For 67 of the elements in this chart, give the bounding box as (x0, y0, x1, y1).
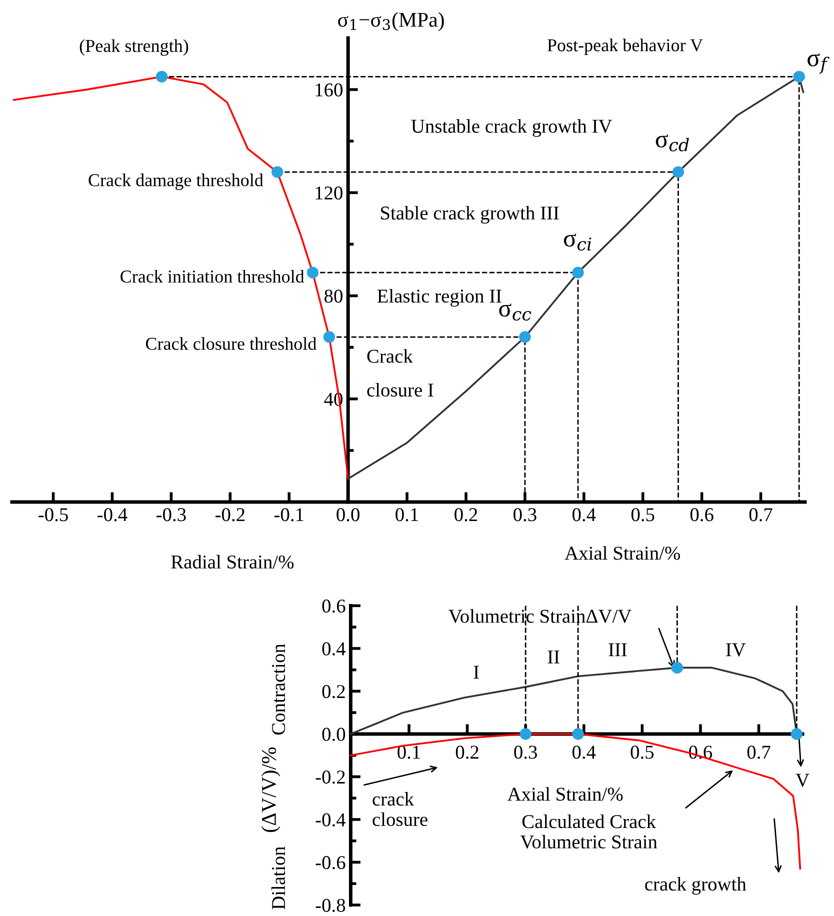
annotation: Crack initiation threshold (120, 270, 304, 283)
x-tick-label: 0.7 (749, 508, 772, 522)
y-tick-label: -0.6 (316, 856, 346, 870)
point (306, 266, 319, 278)
x-tick-label: 0.2 (456, 746, 478, 759)
text: Contraction (272, 644, 286, 735)
annotation: V (796, 774, 810, 787)
x-axis-title: Axial Strain/% (507, 787, 623, 801)
annotation: σ$_{cd}$ (656, 134, 689, 152)
x-tick-label: 0.4 (572, 746, 596, 759)
point (519, 331, 531, 343)
x-tick-label: 0.7 (747, 746, 770, 759)
annotation: Crack damage threshold (88, 174, 264, 190)
annotation: Crack closure threshold (146, 337, 316, 350)
annotation: Volumetric StrainΔV/V (448, 609, 632, 623)
x-tick-label: -0.4 (98, 508, 128, 522)
annotation: crack closure (372, 792, 428, 826)
y-axis-title: σ$_{1}$−σ$_{3}$(MPa) (338, 12, 444, 32)
annotation: Stable crack growth III (380, 206, 559, 224)
annotation: Calculated Crack Volumetric Strain (520, 814, 658, 849)
x-tick-label: -0.5 (38, 508, 68, 522)
x-tick-label: -0.1 (274, 508, 304, 522)
y-tick-label: 0.2 (322, 685, 345, 698)
x-axis-title: Radial Strain/% (171, 554, 294, 569)
y-tick-label: 160 (316, 83, 342, 96)
annotation: Post-peak behavior V (547, 38, 703, 56)
point (793, 70, 805, 83)
x-tick-label: 0.5 (631, 508, 654, 522)
y-tick-label: 0.4 (322, 642, 346, 656)
y-tick-label: -0.8 (316, 898, 346, 912)
point (572, 266, 584, 278)
annotation: σ$_{ci}$ (564, 234, 592, 251)
point (672, 166, 684, 178)
point (156, 70, 168, 83)
x-tick-label: 0.3 (514, 746, 537, 759)
x-tick-label: 0.3 (514, 508, 536, 522)
y-axis-title: (ΔV/V)/% (261, 747, 280, 832)
annotation: (Peak strength) (80, 39, 188, 56)
point (271, 166, 284, 178)
x-tick-label: 0.5 (630, 746, 654, 759)
x-tick-label: 0.4 (572, 508, 596, 522)
annotation: σ$_{cc}$ (499, 304, 532, 321)
y-tick-label: 0.0 (322, 728, 346, 741)
x-tick-label: 0.0 (336, 508, 360, 522)
y-tick-label: 0.6 (322, 600, 346, 613)
x-tick-label: -0.2 (215, 508, 244, 522)
annotation: II (548, 650, 560, 664)
annotation: σ$_{f}$ (808, 53, 830, 74)
x-tick-label: -0.3 (156, 508, 186, 522)
annotation: III (608, 643, 627, 656)
annotation: Elastic region II (377, 288, 502, 307)
x-tick-label: 0.6 (690, 508, 714, 522)
y-tick-label: -0.2 (316, 770, 345, 784)
text: Axial Strain/% (564, 546, 680, 560)
annotation: Unstable crack growth IV (411, 119, 612, 137)
y-tick-label: 120 (316, 186, 342, 200)
y-tick-label: -0.4 (316, 813, 346, 827)
x-tick-label: 0.1 (396, 508, 418, 522)
annotation: IV (726, 643, 746, 656)
point (323, 331, 336, 343)
y-tick-label: 80 (324, 290, 342, 303)
text: Dilation (271, 846, 286, 910)
annotation: Crack closure I (367, 349, 434, 397)
x-tick-label: 0.2 (454, 508, 478, 522)
annotation: I (474, 666, 479, 679)
x-tick-label: 0.1 (398, 746, 420, 759)
annotation: crack growth (645, 877, 746, 895)
